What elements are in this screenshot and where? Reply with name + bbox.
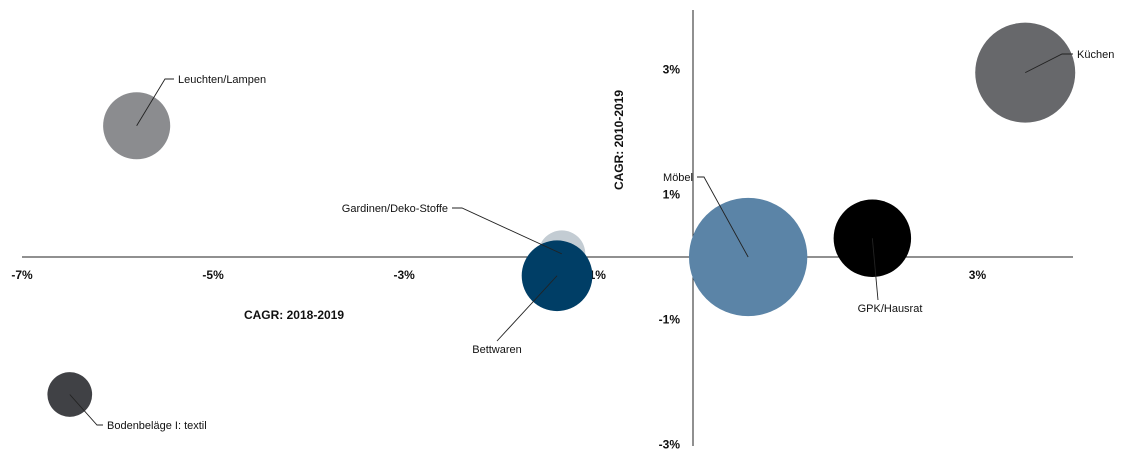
leader-line-group	[69, 53, 1073, 426]
bubble-label: Bodenbeläge I: textil	[107, 420, 207, 432]
bubble-label: Bettwaren	[472, 344, 522, 356]
x-tick-labels: -7%-5%-3%-1%1%3%	[11, 268, 986, 282]
bubble-label: Möbel	[663, 172, 693, 184]
y-tick-labels: 3% 1% -1% -3%	[659, 63, 681, 452]
x-tick-label: -7%	[11, 268, 33, 282]
leader-line	[1025, 53, 1073, 74]
leader-line	[69, 394, 103, 426]
x-tick-label: -3%	[394, 268, 416, 282]
y-tick-label: 1%	[663, 188, 681, 202]
leader-line	[871, 238, 879, 301]
leader-line	[697, 176, 749, 258]
leader-line	[496, 275, 558, 342]
bubble-label: Leuchten/Lampen	[178, 74, 266, 86]
y-tick-label: -1%	[659, 313, 681, 327]
bubble-label: GPK/Hausrat	[858, 303, 923, 315]
y-axis-title: CAGR: 2010-2019	[612, 90, 626, 190]
bubble-label: Küchen	[1077, 49, 1114, 61]
x-tick-label: 3%	[969, 268, 987, 282]
y-tick-label: -3%	[659, 438, 681, 452]
bubble-label-group: Küchen Leuchten/Lampen Gardinen/Deko-Stoff…	[107, 49, 1114, 432]
leader-line	[452, 207, 563, 255]
bubble-gpk-hausrat	[833, 199, 912, 277]
bubble-label: Gardinen/Deko-Stoffe	[342, 203, 448, 215]
x-axis-title: CAGR: 2018-2019	[244, 308, 344, 322]
leader-line	[136, 78, 174, 126]
x-tick-label: -5%	[202, 268, 224, 282]
y-tick-label: 3%	[663, 63, 681, 77]
